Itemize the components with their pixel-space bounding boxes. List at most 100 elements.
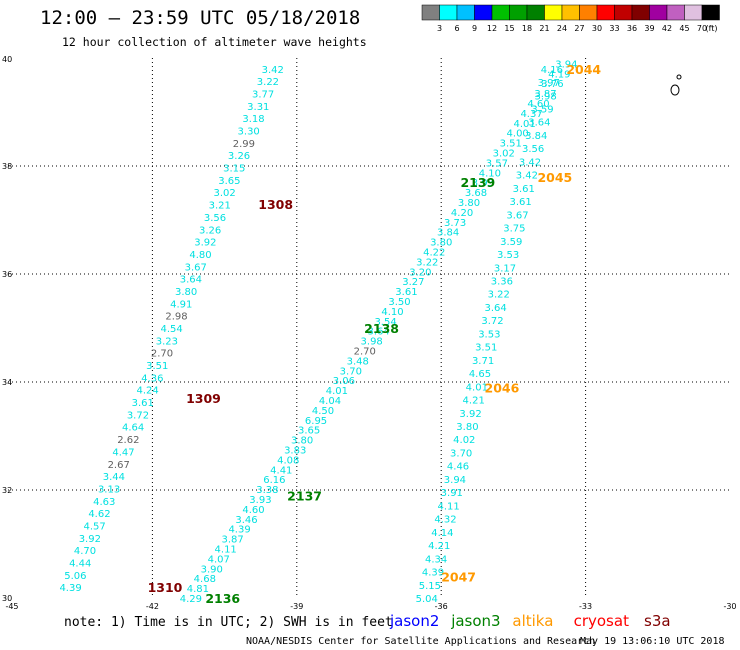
chart-subtitle: 12 hour collection of altimeter wave hei… — [62, 35, 367, 49]
wave-height-value: 3.61 — [509, 197, 531, 208]
pass-number-label: 2137 — [287, 488, 322, 503]
colorbar-swatch — [631, 4, 650, 21]
colorbar-swatch — [596, 4, 615, 21]
wave-height-value: 3.94 — [555, 59, 577, 70]
wave-height-value: 3.76 — [541, 79, 563, 90]
wave-height-value: 3.92 — [194, 238, 216, 249]
wave-height-value: 4.29 — [180, 594, 202, 605]
legend-jason3: jason3 — [450, 612, 500, 630]
wave-height-value: 3.70 — [340, 366, 362, 377]
wave-height-value: 3.53 — [497, 250, 519, 261]
satellite-tracks: 4.395.064.444.703.924.574.624.633.133.44… — [59, 59, 577, 605]
legend-s3a: s3a — [644, 612, 671, 630]
wave-height-value: 3.77 — [252, 89, 274, 100]
wave-height-value: 4.68 — [194, 574, 216, 585]
wave-height-value: 3.42 — [262, 65, 284, 76]
wave-height-value: 4.04 — [319, 396, 341, 407]
wave-height-value: 3.84 — [525, 131, 547, 142]
colorbar-label: 9 — [472, 24, 477, 33]
wave-height-value: 4.41 — [270, 465, 292, 476]
wave-height-value: 3.91 — [441, 488, 463, 499]
wave-height-value: 5.04 — [416, 594, 438, 605]
wave-height-value: 4.65 — [469, 369, 491, 380]
grid-lines — [8, 58, 730, 598]
x-tick-label: -42 — [146, 602, 159, 611]
colorbar-swatch — [614, 4, 633, 21]
colorbar-label: 24 — [557, 24, 567, 33]
wave-height-value: 3.50 — [388, 297, 410, 308]
wave-height-value: 3.70 — [450, 448, 472, 459]
wave-height-value: 4.01 — [466, 382, 488, 393]
wave-height-value: 3.98 — [361, 337, 383, 348]
footer-timestamp: May 19 13:06:10 UTC 2018 — [580, 636, 725, 647]
wave-height-value: 3.57 — [486, 158, 508, 169]
colorbar-swatch — [684, 4, 703, 21]
colorbar-swatch — [421, 4, 440, 21]
wave-height-value: 3.59 — [500, 237, 522, 248]
wave-height-value: 4.16 — [541, 65, 563, 76]
wave-height-value: 3.56 — [204, 213, 226, 224]
pass-number-label: 2136 — [205, 591, 240, 606]
wave-height-value: 3.26 — [228, 151, 250, 162]
wave-height-value: 4.00 — [507, 129, 529, 140]
wave-height-value: 3.64 — [484, 303, 506, 314]
wave-height-value: 3.26 — [199, 225, 221, 236]
wave-height-value: 4.19 — [548, 69, 570, 80]
wave-height-value: 6.95 — [305, 416, 327, 427]
wave-height-value: 3.51 — [475, 343, 497, 354]
wave-height-value: 4.39 — [59, 583, 81, 594]
wave-height-value: 4.57 — [84, 521, 106, 532]
wave-height-value: 3.94 — [444, 475, 466, 486]
wave-height-value: 3.98 — [535, 91, 557, 102]
wave-height-value: 3.53 — [478, 329, 500, 340]
wave-height-value: 4.24 — [136, 386, 158, 397]
wave-height-value: 3.59 — [531, 104, 553, 115]
wave-height-value: 3.02 — [213, 188, 235, 199]
colorbar-label: 21 — [539, 24, 549, 33]
wave-height-value: 3.13 — [98, 484, 120, 495]
colorbar-swatch — [666, 4, 685, 21]
wave-height-value: 4.10 — [479, 168, 501, 179]
wave-height-value: 3.22 — [488, 290, 510, 301]
colorbar-swatch — [701, 4, 720, 21]
colorbar-label: 70 — [697, 24, 707, 33]
wave-height-value: 3.87 — [534, 89, 556, 100]
colorbar-label: 39 — [644, 24, 654, 33]
wave-height-value: 4.80 — [189, 250, 211, 261]
wave-height-value: 3.92 — [459, 409, 481, 420]
colorbar-label: 18 — [522, 24, 532, 33]
legend-altika: altika — [512, 612, 553, 630]
wave-height-value: 3.67 — [506, 210, 528, 221]
map-marker-icon — [670, 74, 682, 96]
wave-height-value: 3.65 — [218, 176, 240, 187]
pass-number-label: 2047 — [441, 569, 476, 584]
legend-cryosat: cryosat — [574, 612, 629, 630]
wave-height-value: 3.80 — [291, 436, 313, 447]
wave-height-value: 4.39 — [422, 568, 444, 579]
wave-height-value: 3.51 — [146, 361, 168, 372]
wave-height-value: 3.75 — [503, 224, 525, 235]
track-s3a: 4.395.064.444.703.924.574.624.633.133.44… — [59, 65, 283, 594]
wave-height-value: 3.30 — [238, 127, 260, 138]
wave-height-value: 3.80 — [430, 238, 452, 249]
x-tick-label: -33 — [579, 602, 592, 611]
pass-number-label: 2044 — [566, 62, 601, 77]
wave-height-value: 5.15 — [419, 581, 441, 592]
y-tick-label: 38 — [2, 162, 12, 171]
pass-number-label: 1310 — [148, 580, 183, 595]
pass-number-label: 2139 — [460, 175, 495, 190]
colorbar-label: 27 — [574, 24, 584, 33]
pass-number-label: 2138 — [364, 321, 399, 336]
wave-height-value: 4.14 — [431, 528, 453, 539]
colorbar-swatch — [649, 4, 668, 21]
wave-height-value: 3.31 — [247, 102, 269, 113]
wave-height-value: 3.93 — [472, 178, 494, 189]
colorbar-label: 3 — [437, 24, 442, 33]
wave-height-value: 3.71 — [472, 356, 494, 367]
wave-height-value: 3.64 — [367, 327, 389, 338]
wave-height-value: 4.07 — [208, 554, 230, 565]
colorbar-label: 6 — [454, 24, 459, 33]
wave-height-value: 3.18 — [242, 114, 264, 125]
chart-title: 12:00 – 23:59 UTC 05/18/2018 — [40, 7, 360, 29]
wave-height-value: 3.22 — [257, 77, 279, 88]
